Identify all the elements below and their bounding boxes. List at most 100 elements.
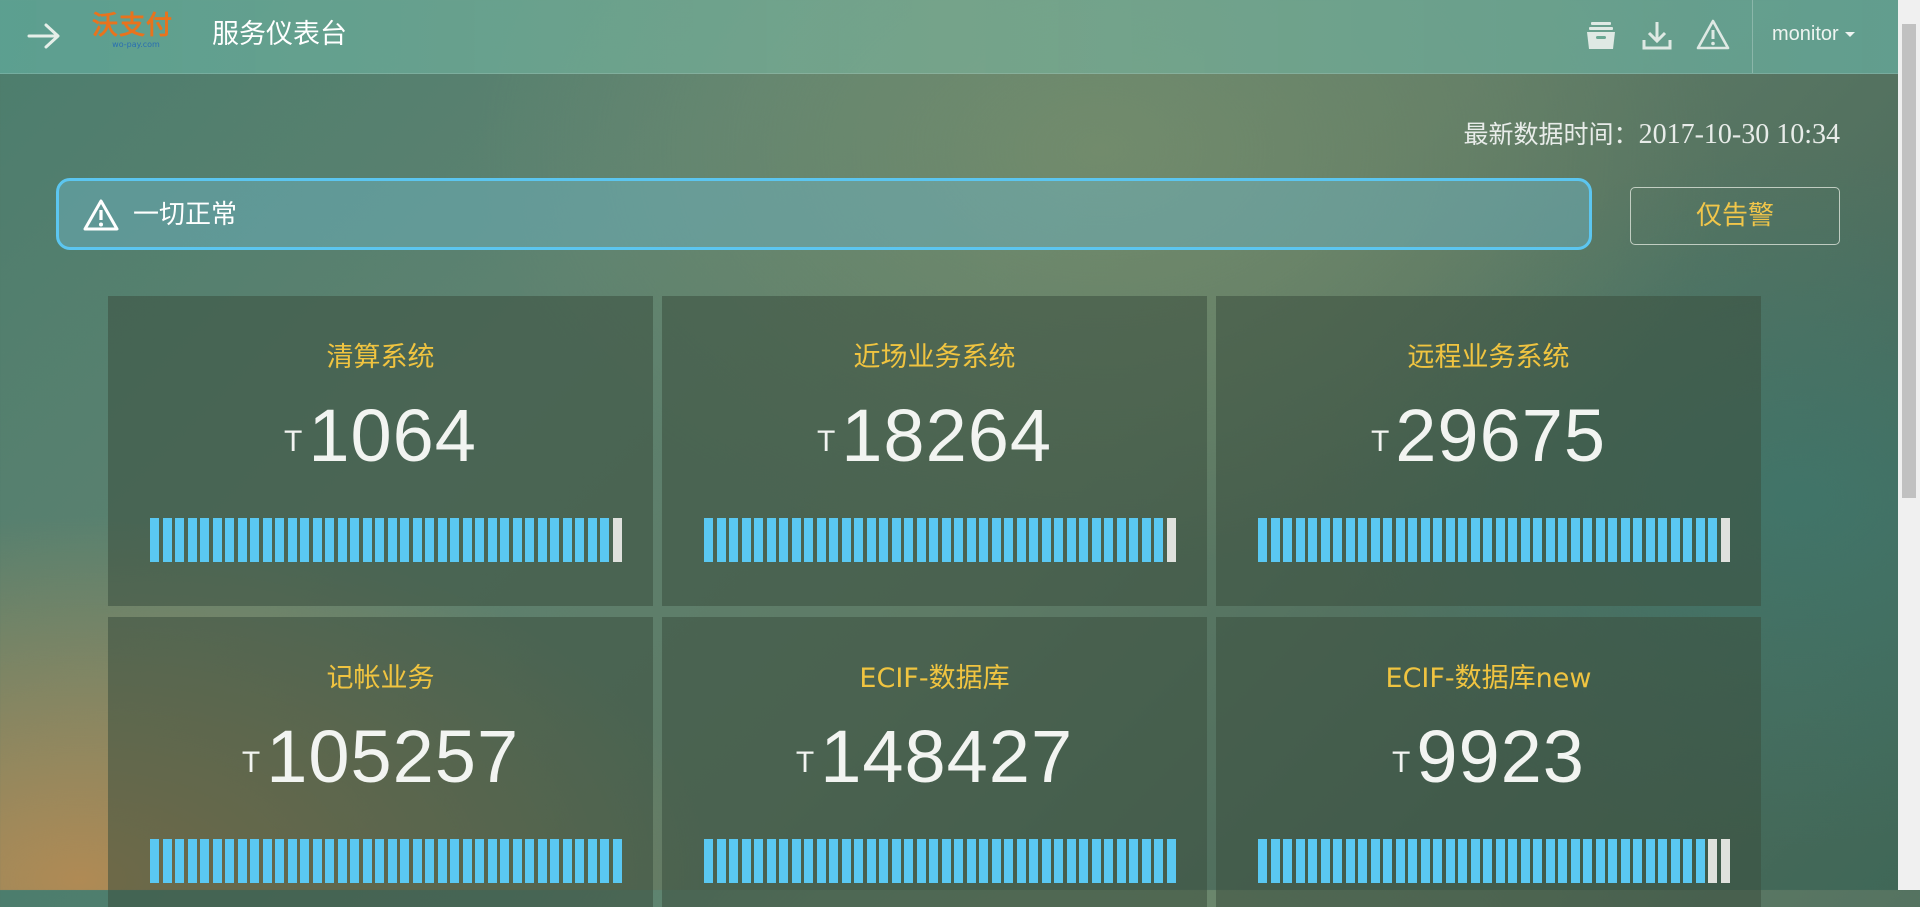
bar-segment: [450, 518, 459, 562]
bar-segment: [1570, 839, 1580, 883]
service-card[interactable]: 远程业务系统 T29675: [1216, 296, 1761, 606]
bar-segment: [829, 839, 838, 883]
card-number: 1064: [308, 394, 477, 477]
service-card[interactable]: 记帐业务 T105257: [108, 617, 653, 907]
bar-segment: [525, 518, 534, 562]
download-icon[interactable]: [1640, 18, 1674, 52]
bar-segment: [1683, 518, 1692, 562]
bar-segment: [1258, 839, 1267, 883]
bar-segment: [1620, 839, 1630, 883]
bar-segment: [225, 518, 234, 562]
bar-segment: [1645, 518, 1655, 562]
card-value: T9923: [1216, 717, 1761, 817]
bar-segment: [1295, 839, 1305, 883]
load-level-bar: [1258, 518, 1730, 562]
scrollbar-thumb[interactable]: [1902, 24, 1916, 498]
scrollbar[interactable]: [1898, 0, 1920, 890]
bar-segment: [587, 839, 597, 883]
bar-segment: [612, 518, 622, 562]
bar-segment: [312, 518, 322, 562]
bar-segment: [1508, 839, 1517, 883]
card-title: 远程业务系统: [1407, 342, 1570, 373]
bar-segment: [300, 839, 309, 883]
bar-segment: [400, 839, 409, 883]
bar-segment: [1470, 518, 1480, 562]
bar-segment: [1570, 518, 1580, 562]
bar-segment: [225, 839, 234, 883]
bar-segment: [1595, 518, 1605, 562]
bar-segment: [1066, 839, 1076, 883]
bar-segment: [741, 518, 751, 562]
bar-segment: [1141, 518, 1151, 562]
service-card[interactable]: ECIF-数据库new T9923: [1216, 617, 1761, 907]
bar-segment: [716, 518, 726, 562]
bar-segment: [941, 518, 951, 562]
bar-segment: [816, 518, 826, 562]
bar-segment: [829, 518, 838, 562]
bar-segment: [237, 839, 247, 883]
bar-segment: [487, 518, 497, 562]
bar-segment: [1683, 839, 1692, 883]
logo-text: 沃支付: [92, 10, 174, 40]
bar-segment: [1370, 839, 1380, 883]
bar-segment: [175, 518, 184, 562]
bar-segment: [804, 839, 813, 883]
timestamp-value: 2017-10-30 10:34: [1638, 119, 1840, 150]
bar-segment: [1583, 839, 1592, 883]
bar-segment: [525, 839, 534, 883]
bar-segment: [791, 518, 801, 562]
bar-segment: [1029, 839, 1038, 883]
bar-segment: [162, 839, 172, 883]
bar-segment: [1054, 518, 1063, 562]
card-unit: T: [795, 746, 815, 779]
warning-icon[interactable]: [1696, 18, 1730, 52]
bar-segment: [350, 839, 359, 883]
timestamp-label: 最新数据时间：: [1463, 120, 1639, 149]
bar-segment: [1004, 839, 1013, 883]
bar-segment: [879, 839, 888, 883]
alerts-only-button[interactable]: 仅告警: [1630, 187, 1840, 245]
bar-segment: [587, 518, 597, 562]
service-card[interactable]: 清算系统 T1064: [108, 296, 653, 606]
bar-segment: [187, 839, 197, 883]
bar-segment: [1533, 518, 1542, 562]
bar-segment: [704, 518, 713, 562]
bar-segment: [1104, 518, 1113, 562]
bar-segment: [1320, 518, 1330, 562]
bar-segment: [1558, 839, 1567, 883]
bar-segment: [1345, 518, 1355, 562]
bar-segment: [1091, 518, 1101, 562]
bar-segment: [1483, 839, 1492, 883]
bar-segment: [1445, 839, 1455, 883]
bar-segment: [1370, 518, 1380, 562]
bar-segment: [754, 518, 763, 562]
bar-segment: [1308, 518, 1317, 562]
bar-segment: [729, 518, 738, 562]
bar-segment: [162, 518, 172, 562]
bar-segment: [550, 839, 559, 883]
bar-segment: [575, 518, 584, 562]
service-card[interactable]: 近场业务系统 T18264: [662, 296, 1207, 606]
bar-segment: [1395, 518, 1405, 562]
archive-icon[interactable]: [1584, 18, 1618, 52]
bar-segment: [412, 518, 422, 562]
bar-segment: [437, 518, 447, 562]
bar-segment: [1016, 518, 1026, 562]
bar-segment: [1583, 518, 1592, 562]
bar-segment: [1345, 839, 1355, 883]
bar-segment: [237, 518, 247, 562]
bar-segment: [941, 839, 951, 883]
bar-segment: [362, 839, 372, 883]
bar-segment: [437, 839, 447, 883]
service-card[interactable]: ECIF-数据库 T148427: [662, 617, 1207, 907]
user-menu[interactable]: monitor: [1772, 22, 1855, 46]
bar-segment: [854, 518, 863, 562]
arrow-right-icon[interactable]: [26, 20, 62, 52]
bar-segment: [1283, 518, 1292, 562]
bar-segment: [804, 518, 813, 562]
bar-segment: [1166, 839, 1176, 883]
bar-segment: [275, 839, 284, 883]
bar-segment: [562, 518, 572, 562]
bar-segment: [1308, 839, 1317, 883]
bar-segment: [262, 839, 272, 883]
